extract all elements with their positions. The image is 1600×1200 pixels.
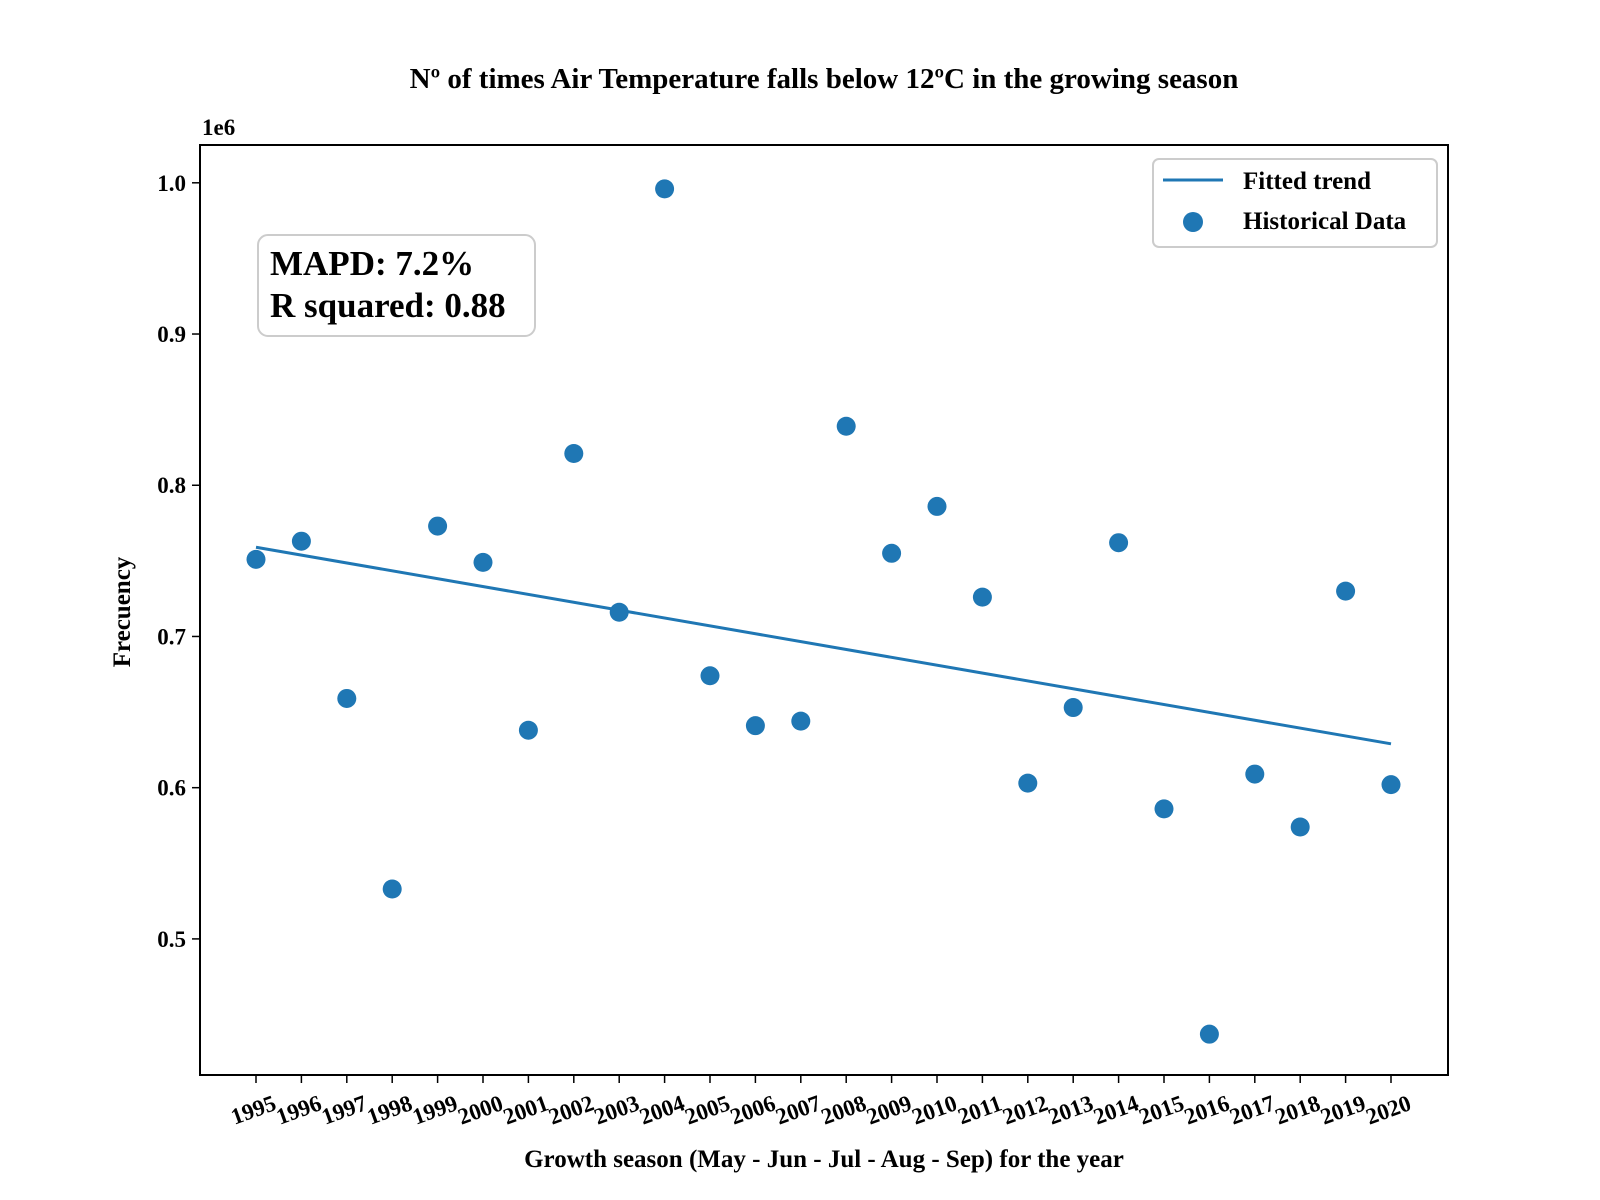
y-tick-label: 1.0 bbox=[157, 171, 186, 196]
chart-title: Nº of times Air Temperature falls below … bbox=[410, 63, 1239, 95]
data-point-1995 bbox=[246, 549, 266, 569]
x-tick-label: 2012 bbox=[999, 1090, 1051, 1129]
legend-label-fitted-trend: Fitted trend bbox=[1243, 168, 1371, 195]
data-point-2011 bbox=[972, 587, 992, 607]
data-point-2017 bbox=[1245, 764, 1265, 784]
x-tick-label: 1998 bbox=[364, 1090, 416, 1129]
data-point-1999 bbox=[428, 516, 448, 536]
data-point-2018 bbox=[1290, 817, 1310, 837]
x-tick-label: 2000 bbox=[455, 1090, 507, 1129]
data-point-1998 bbox=[382, 879, 402, 899]
x-tick-label: 2020 bbox=[1363, 1090, 1415, 1129]
data-point-2016 bbox=[1199, 1024, 1219, 1044]
legend-box bbox=[1152, 158, 1438, 248]
x-tick-label: 2006 bbox=[727, 1090, 779, 1129]
x-tick-label: 2011 bbox=[955, 1091, 1006, 1130]
data-point-2020 bbox=[1381, 775, 1401, 795]
x-tick-label: 2005 bbox=[682, 1090, 734, 1129]
data-point-2009 bbox=[882, 543, 902, 563]
data-point-2010 bbox=[927, 496, 947, 516]
data-point-2001 bbox=[518, 720, 538, 740]
data-point-2000 bbox=[473, 552, 493, 572]
x-tick-label: 2008 bbox=[818, 1090, 870, 1129]
data-point-1996 bbox=[291, 531, 311, 551]
x-tick-label: 1996 bbox=[273, 1090, 325, 1129]
data-point-2012 bbox=[1018, 773, 1038, 793]
x-tick-label: 2010 bbox=[909, 1090, 961, 1129]
data-point-2007 bbox=[791, 711, 811, 731]
y-axis-label: Frecuency bbox=[109, 556, 136, 667]
stats-box bbox=[257, 234, 536, 337]
x-axis-label: Growth season (May - Jun - Jul - Aug - S… bbox=[524, 1146, 1124, 1173]
x-tick-label: 2013 bbox=[1045, 1090, 1097, 1129]
y-tick-label: 0.8 bbox=[157, 473, 186, 498]
data-point-1997 bbox=[337, 688, 357, 708]
y-axis-ticks: 0.5 0.6 0.7 0.8 0.9 1.0 bbox=[157, 171, 200, 952]
fitted-trend-line bbox=[255, 545, 1392, 746]
stats-annotation: MAPD: 7.2% R squared: 0.88 bbox=[257, 234, 536, 337]
data-point-2002 bbox=[564, 443, 584, 463]
x-tick-label: 2019 bbox=[1317, 1090, 1369, 1129]
data-point-2013 bbox=[1063, 698, 1083, 718]
x-tick-label: 2014 bbox=[1090, 1090, 1142, 1129]
x-tick-label: 2004 bbox=[636, 1090, 688, 1129]
y-tick-label: 0.9 bbox=[157, 322, 186, 347]
x-tick-label: 2017 bbox=[1226, 1090, 1278, 1129]
legend: Fitted trend Historical Data bbox=[1152, 158, 1438, 248]
data-point-2006 bbox=[745, 716, 765, 736]
x-tick-label: 2018 bbox=[1272, 1090, 1324, 1129]
x-tick-label: 2015 bbox=[1136, 1090, 1188, 1129]
x-tick-label: 1995 bbox=[228, 1090, 280, 1129]
x-tick-label: 2016 bbox=[1181, 1090, 1233, 1129]
x-tick-label: 2002 bbox=[545, 1090, 597, 1129]
y-tick-label: 0.5 bbox=[157, 927, 186, 952]
legend-marker-swatch bbox=[1183, 212, 1203, 232]
x-tick-label: 2007 bbox=[772, 1090, 824, 1129]
y-axis-offset-label: 1e6 bbox=[202, 115, 235, 140]
x-axis-ticks: 1995199619971998199920002001200220032004… bbox=[228, 1075, 1415, 1130]
data-point-2004 bbox=[655, 179, 675, 199]
x-tick-label: 1997 bbox=[318, 1090, 370, 1129]
x-tick-label: 1999 bbox=[409, 1090, 461, 1129]
data-point-2008 bbox=[836, 416, 856, 436]
r-squared-value: R squared: 0.88 bbox=[270, 286, 506, 325]
x-tick-label: 2001 bbox=[500, 1090, 552, 1129]
mapd-value: MAPD: 7.2% bbox=[270, 244, 474, 283]
x-tick-label: 2009 bbox=[863, 1090, 915, 1129]
legend-label-historical-data: Historical Data bbox=[1243, 208, 1407, 235]
data-point-2014 bbox=[1109, 533, 1129, 553]
historical-data-points bbox=[246, 179, 1401, 1044]
x-tick-label: 2003 bbox=[591, 1090, 643, 1129]
data-point-2015 bbox=[1154, 799, 1174, 819]
data-point-2005 bbox=[700, 666, 720, 686]
y-tick-label: 0.7 bbox=[157, 624, 186, 649]
data-point-2019 bbox=[1336, 581, 1356, 601]
y-tick-label: 0.6 bbox=[157, 776, 186, 801]
data-point-2003 bbox=[609, 602, 629, 622]
plot-frame bbox=[199, 144, 1449, 1076]
